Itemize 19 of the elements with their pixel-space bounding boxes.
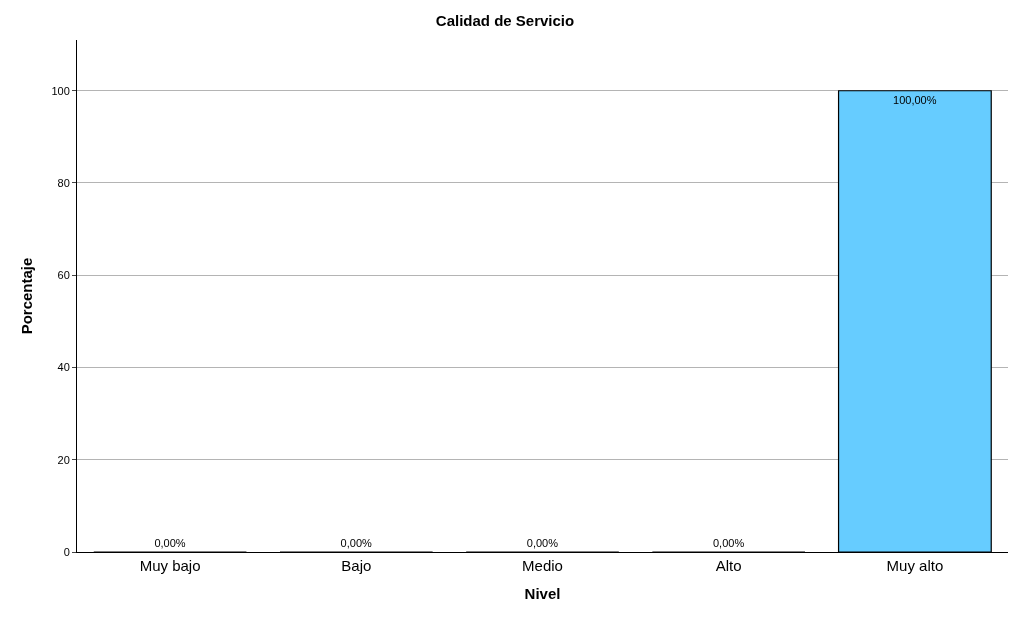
y-tick-label: 100 [51,84,70,97]
data-label: 0,00% [154,537,186,549]
data-label: 0,00% [526,537,559,549]
y-tick-label: 80 [57,176,70,189]
data-label: 100,00% [893,93,937,106]
y-tick-label: 20 [57,453,70,466]
x-tick-label: Muy bajo [139,557,201,574]
x-tick-label: Muy alto [886,557,944,574]
x-tick-label: Alto [715,557,742,574]
y-axis-title: Porcentaje [17,257,35,335]
x-axis-title: Nivel [524,585,561,602]
data-label: 0,00% [340,537,372,549]
chart-title: Calidad de Servicio [435,11,575,29]
y-tick-label: 60 [57,269,70,282]
x-tick-label: Medio [522,557,563,574]
x-tick-label: Bajo [341,557,372,574]
y-tick-label: 0 [63,545,70,558]
y-tick-label: 40 [57,361,70,374]
data-label: 0,00% [713,537,745,549]
